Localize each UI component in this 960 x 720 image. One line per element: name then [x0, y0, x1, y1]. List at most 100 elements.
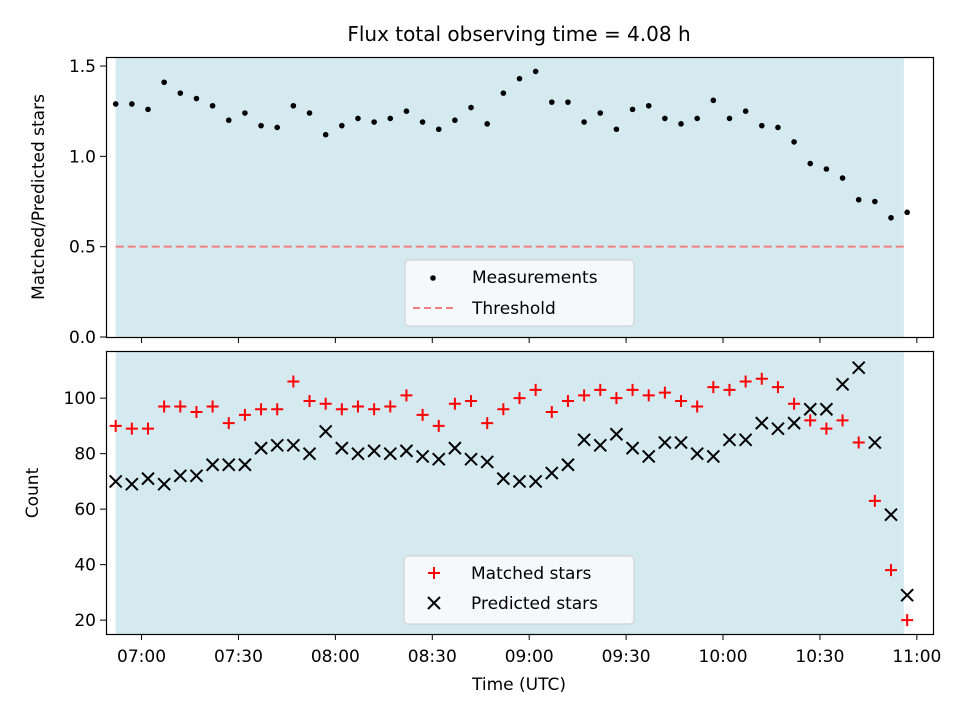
- predicted-star-point: [884, 507, 898, 522]
- x-tick-label: 08:30: [408, 647, 457, 667]
- predicted-star-point: [674, 435, 688, 450]
- predicted-star-point: [851, 360, 866, 375]
- matched-star-point: [545, 406, 558, 419]
- predicted-star-point: [302, 446, 317, 461]
- matched-star-point: [578, 389, 591, 402]
- matched-star-point: [513, 392, 526, 405]
- panel-bottom-frame: [105, 350, 935, 636]
- matched-star-point: [400, 389, 413, 402]
- legend-measurements-marker: [430, 275, 436, 281]
- predicted-star-point: [690, 446, 704, 461]
- measurement-point: [742, 108, 749, 114]
- matched-star-point: [691, 400, 704, 413]
- predicted-star-point: [480, 455, 494, 469]
- measurement-point: [435, 126, 442, 133]
- chart-title: Flux total observing time = 4.08 h: [347, 22, 690, 46]
- y-tick-label: 1.5: [69, 57, 96, 77]
- measurement-point: [855, 196, 862, 203]
- panel-bottom-y-axis: 20 40 60 80 100: [64, 389, 106, 631]
- matched-star-point: [610, 392, 623, 405]
- measurement-point: [387, 115, 394, 122]
- predicted-star-point: [383, 446, 397, 461]
- predicted-star-point: [189, 469, 204, 483]
- panel-bottom-y-label: Count: [23, 467, 43, 518]
- measurement-point: [339, 122, 345, 129]
- measurement-point: [193, 95, 200, 102]
- panel-top-y-axis: 0.0 0.5 1.0 1.5: [69, 57, 106, 348]
- y-tick-label: 20: [74, 611, 96, 631]
- legend-box: [404, 259, 635, 327]
- predicted-star-point: [545, 466, 559, 480]
- measurement-point: [888, 214, 894, 221]
- predicted-star-point: [238, 458, 252, 472]
- predicted-star-point: [464, 452, 478, 466]
- matched-star-point: [303, 394, 316, 407]
- measurement-point: [500, 90, 507, 96]
- measurement-point: [678, 121, 684, 127]
- matched-star-point: [739, 375, 752, 388]
- predicted-star-point: [367, 444, 381, 458]
- measurement-point: [225, 117, 232, 124]
- matched-star-point: [771, 381, 784, 394]
- predicted-star-point: [399, 444, 414, 458]
- matched-star-point: [707, 381, 720, 394]
- legend-predicted-marker: [427, 596, 441, 610]
- matched-star-point: [432, 419, 445, 432]
- predicted-star-point: [577, 433, 591, 447]
- x-tick-label: 07:30: [214, 647, 263, 667]
- legend-box: [403, 555, 635, 625]
- x-axis-label: Time (UTC): [471, 675, 566, 695]
- matched-star-point: [222, 417, 235, 430]
- predicted-star-point: [222, 458, 236, 472]
- y-tick-label: 1.0: [69, 147, 96, 167]
- predicted-star-point: [512, 474, 527, 489]
- measurement-point: [322, 131, 329, 138]
- matched-star-point: [206, 400, 219, 413]
- measurement-point: [145, 106, 151, 113]
- matched-star-point: [836, 414, 849, 427]
- matched-star-point: [723, 383, 736, 396]
- measurement-point: [484, 121, 490, 127]
- predicted-star-point: [205, 458, 220, 472]
- predicted-star-point: [835, 377, 850, 392]
- predicted-star-point: [755, 416, 769, 430]
- matched-star-point: [561, 394, 574, 407]
- x-tick-label: 07:00: [117, 647, 166, 667]
- panel-top-y-label: Matched/Predicted stars: [29, 94, 49, 300]
- panel-top-frame: [105, 56, 935, 339]
- matched-star-point: [675, 394, 688, 407]
- legend-matched-marker: [428, 567, 440, 579]
- predicted-star-point: [787, 416, 801, 430]
- matched-star-point: [642, 389, 655, 402]
- matched-star-point: [190, 406, 203, 419]
- predicted-star-point: [415, 449, 430, 464]
- predicted-star-point: [125, 477, 139, 491]
- predicted-star-point: [448, 441, 462, 455]
- predicted-star-point: [658, 435, 672, 450]
- measurement-point: [839, 175, 846, 181]
- matched-star-point: [351, 400, 364, 413]
- matched-star-point: [141, 422, 154, 435]
- predicted-star-point: [803, 402, 817, 416]
- predicted-star-point: [593, 438, 607, 453]
- matched-star-point: [755, 372, 768, 385]
- predicted-star-point: [496, 471, 511, 486]
- measurement-point: [791, 139, 797, 145]
- measurement-point: [597, 110, 604, 116]
- matched-star-point: [271, 403, 284, 416]
- measurement-point: [581, 119, 587, 125]
- measurement-point: [516, 75, 523, 82]
- matched-star-point: [109, 419, 122, 432]
- matched-star-point: [319, 397, 332, 410]
- matched-star-point: [481, 417, 494, 430]
- predicted-star-point: [173, 469, 188, 483]
- matched-star-point: [335, 403, 348, 416]
- predicted-star-point: [771, 421, 785, 436]
- measurement-point: [549, 99, 555, 105]
- measurement-point: [355, 115, 361, 122]
- predicted-star-point: [351, 446, 365, 461]
- measurement-point: [645, 102, 652, 109]
- predicted-star-point: [335, 441, 349, 455]
- matched-star-point: [804, 414, 817, 427]
